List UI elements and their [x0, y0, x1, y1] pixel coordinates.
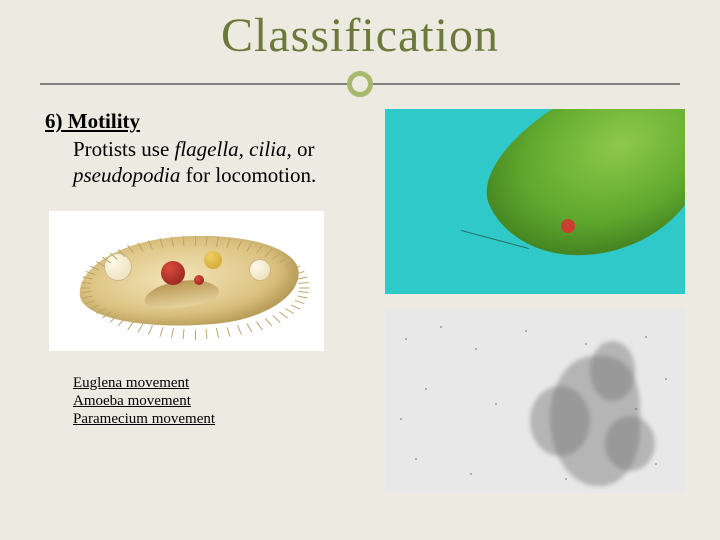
slide-title: Classification: [0, 0, 720, 63]
body-text-1: Protists use: [73, 137, 175, 161]
vacuole-icon: [204, 251, 222, 269]
vacuole-icon: [104, 253, 132, 281]
body-italic-2: pseudopodia: [73, 163, 180, 187]
section-heading: 6) Motility: [45, 109, 370, 134]
section-body: Protists use flagella, cilia, or pseudop…: [45, 136, 345, 189]
divider-ring-icon: [347, 71, 373, 97]
granule-icon: [194, 275, 204, 285]
left-column: 6) Motility Protists use flagella, cilia…: [45, 109, 370, 493]
body-italic-1: flagella, cilia,: [175, 137, 292, 161]
amoeba-body-icon: [520, 336, 670, 493]
title-divider: [0, 71, 720, 99]
content-area: 6) Motility Protists use flagella, cilia…: [0, 99, 720, 493]
body-text-2: or: [292, 137, 315, 161]
nucleus-icon: [161, 261, 185, 285]
link-paramecium-movement[interactable]: Paramecium movement: [73, 411, 370, 428]
amoeba-image: [385, 308, 685, 493]
link-euglena-movement[interactable]: Euglena movement: [73, 375, 370, 392]
body-text-3: for locomotion.: [180, 163, 316, 187]
link-amoeba-movement[interactable]: Amoeba movement: [73, 393, 370, 410]
vacuole-icon: [249, 259, 271, 281]
right-column: [385, 109, 685, 493]
euglena-body-icon: [462, 109, 685, 292]
euglena-eyespot-icon: [561, 219, 575, 233]
links-list: Euglena movement Amoeba movement Paramec…: [45, 375, 370, 428]
euglena-image: [385, 109, 685, 294]
paramecium-illustration: [49, 211, 324, 351]
